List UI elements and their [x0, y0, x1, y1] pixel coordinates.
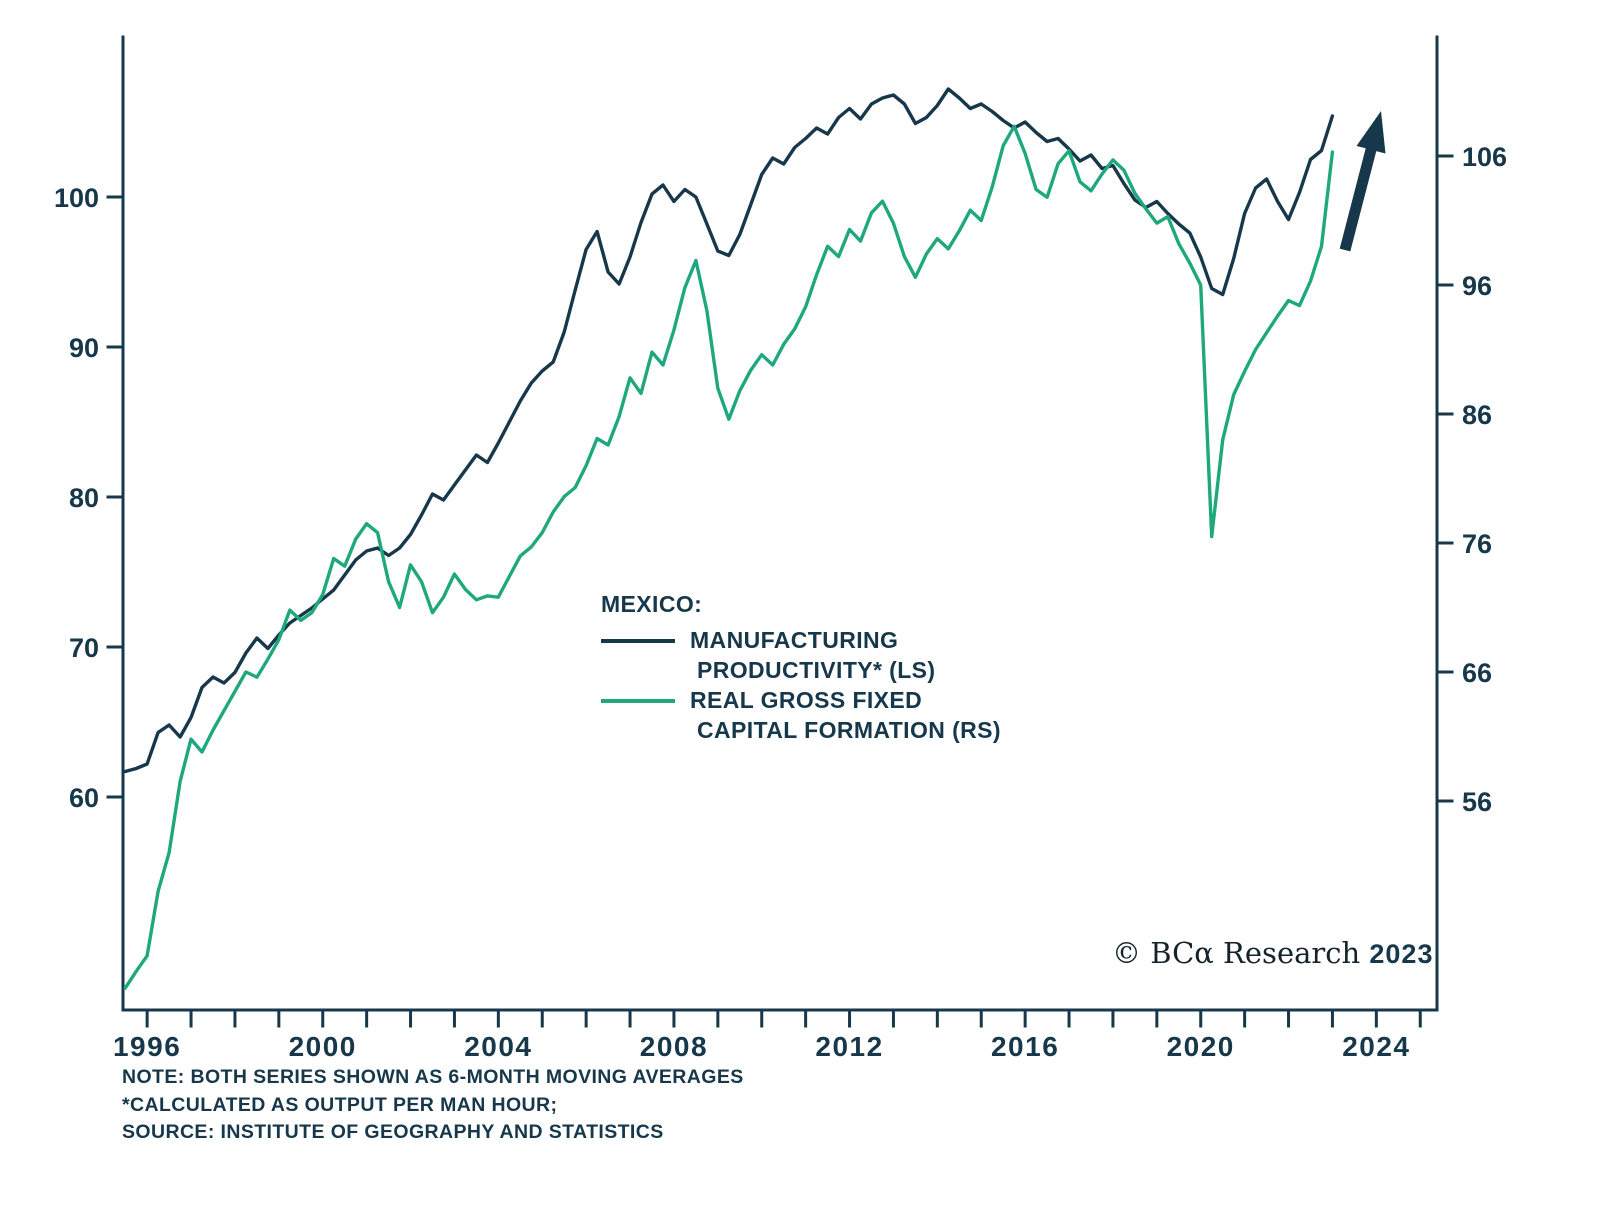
- right-axis-tick-label: 76: [1462, 529, 1492, 559]
- manufacturing-productivity-line: [123, 87, 1335, 774]
- legend-label-capital-line1: REAL GROSS FIXED: [690, 687, 923, 713]
- legend-label-productivity-line2: PRODUCTIVITY* (LS): [697, 657, 936, 683]
- x-axis-year-label: 2000: [289, 1031, 357, 1062]
- legend-label-capital-line2: CAPITAL FORMATION (RS): [697, 717, 1001, 743]
- right-axis-tick-label: 106: [1462, 142, 1507, 172]
- left-axis-tick-label: 90: [69, 333, 99, 363]
- x-axis-year-label: 2004: [464, 1031, 532, 1062]
- productivity-line-swatch: [601, 639, 675, 643]
- right-axis-tick-label: 86: [1462, 400, 1492, 430]
- x-axis-year-label: 2008: [640, 1031, 708, 1062]
- axes: [106, 35, 1454, 1028]
- x-axis-year-label: 2024: [1342, 1031, 1410, 1062]
- capital-formation-line: [123, 124, 1335, 990]
- x-axis-year-label: 2016: [991, 1031, 1059, 1062]
- capital-formation-line-swatch: [601, 699, 675, 703]
- right-axis-tick-label: 56: [1462, 787, 1492, 817]
- x-axis-year-label: 2020: [1167, 1031, 1235, 1062]
- chart-legend: MEXICO: MANUFACTURING PRODUCTIVITY* (LS)…: [601, 589, 1001, 745]
- legend-title: MEXICO:: [601, 591, 703, 617]
- footnotes: NOTE: BOTH SERIES SHOWN AS 6-MONTH MOVIN…: [122, 1064, 744, 1147]
- trend-arrow: [1339, 111, 1386, 252]
- legend-entry-capital-formation: REAL GROSS FIXED CAPITAL FORMATION (RS): [601, 685, 1001, 745]
- right-axis-tick-label: 66: [1462, 658, 1492, 688]
- footnote-moving-average: NOTE: BOTH SERIES SHOWN AS 6-MONTH MOVIN…: [122, 1066, 744, 1088]
- legend-entry-productivity: MANUFACTURING PRODUCTIVITY* (LS): [601, 625, 1001, 685]
- left-axis-tick-label: 80: [69, 483, 99, 513]
- footnote-source: SOURCE: INSTITUTE OF GEOGRAPHY AND STATI…: [122, 1121, 664, 1143]
- left-axis-tick-label: 60: [69, 783, 99, 813]
- copyright-year: 2023: [1369, 939, 1434, 969]
- x-axis-year-label: 1996: [113, 1031, 181, 1062]
- copyright-brand: © BCα Research: [1112, 936, 1361, 970]
- legend-label-productivity-line1: MANUFACTURING: [690, 627, 899, 653]
- copyright: © BCα Research 2023: [1112, 936, 1433, 970]
- axis-labels: 100 90 80 70 60 106 96 86 76 66 56 1996 2000 2004 2008…: [54, 142, 1507, 1062]
- right-axis-tick-label: 96: [1462, 271, 1492, 301]
- left-axis-tick-label: 100: [54, 183, 99, 213]
- left-axis-tick-label: 70: [69, 633, 99, 663]
- x-axis-year-label: 2012: [815, 1031, 883, 1062]
- footnote-calculation: *CALCULATED AS OUTPUT PER MAN HOUR;: [122, 1093, 558, 1116]
